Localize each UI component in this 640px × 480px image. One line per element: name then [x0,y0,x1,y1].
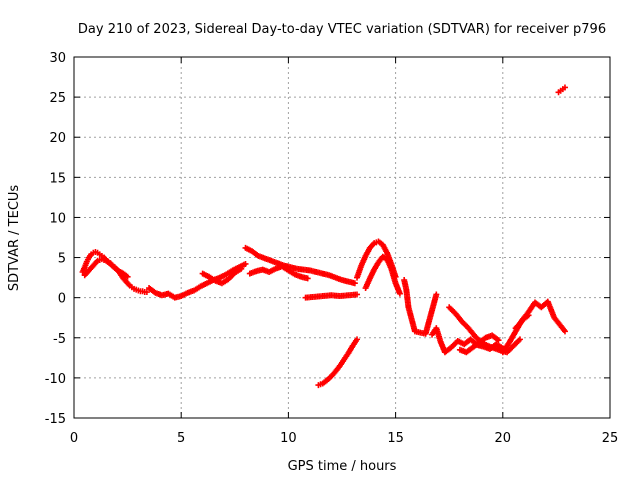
series-arc-11 [401,277,440,337]
data-point [525,312,532,319]
y-tick-label: 20 [49,131,66,146]
data-point [351,280,358,287]
y-tick-label: 15 [49,171,66,186]
data-point [396,290,403,297]
y-tick-label: 25 [49,91,66,106]
data-point [495,337,502,344]
series-arc-14 [456,332,502,356]
series-arc-10 [362,253,403,297]
data-point [354,291,361,298]
series-arc-6 [246,263,311,282]
ticks: 0 5 10 15 20 25 -15 -10 -5 0 5 10 15 20 25 30 [45,51,619,446]
series-arc-5 [242,244,358,287]
y-axis-label: SDTVAR / TECUs [7,185,22,292]
series-arc-4 [199,265,245,287]
data-point [354,336,361,343]
x-tick-label: 10 [280,431,297,446]
y-tick-label: -10 [45,372,66,387]
series-arc-16 [512,312,532,332]
y-tick-label: 30 [49,51,66,66]
data-point [242,260,249,267]
data-point [124,273,131,280]
x-tick-label: 0 [70,431,78,446]
plot-frame [73,56,611,419]
series-arc-9 [354,238,399,281]
series-arc-3 [146,260,249,301]
x-tick-label: 20 [495,431,512,446]
y-tick-label: -5 [53,332,66,347]
y-tick-label: 0 [58,292,66,307]
data-point [304,275,311,282]
series-arc-8 [315,336,361,389]
data-point [143,289,150,296]
y-tick-label: 5 [58,252,66,267]
x-tick-label: 5 [177,431,185,446]
chart-title: Day 210 of 2023, Sidereal Day-to-day VTE… [78,22,606,37]
series-arc-7 [302,291,361,301]
data-point [561,84,568,91]
x-axis-label: GPS time / hours [288,459,397,474]
data-point [238,265,245,272]
x-tick-label: 15 [387,431,404,446]
x-tick-label: 25 [602,431,619,446]
data-points [79,84,568,389]
data-point [433,291,440,298]
y-tick-label: -15 [45,412,66,427]
y-tick-label: 10 [49,211,66,226]
series-arc-2 [81,256,131,280]
series-arc-17 [555,84,568,96]
data-point [516,336,523,343]
data-point [561,328,568,335]
